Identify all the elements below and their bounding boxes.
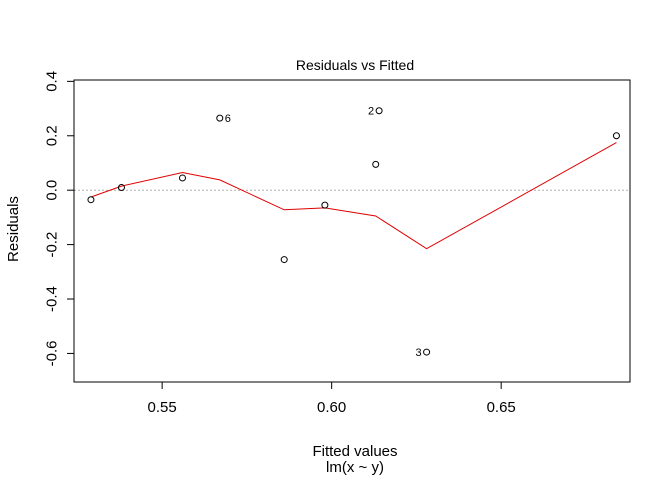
y-tick-label: -0.4: [44, 286, 61, 312]
x-tick-label: 0.65: [487, 399, 516, 416]
data-point: [375, 107, 383, 115]
x-tick-label: 0.55: [148, 399, 177, 416]
x-axis-subtitle: lm(x ~ y): [326, 459, 384, 476]
y-axis-title: Residuals: [5, 196, 22, 262]
data-point: [612, 132, 620, 140]
x-axis-title: Fitted values: [312, 443, 397, 460]
data-point: [117, 183, 125, 191]
smoother-line: [90, 142, 617, 250]
data-point: [87, 196, 95, 204]
data-point: [372, 160, 380, 168]
y-tick-label: 0.4: [44, 71, 61, 92]
data-point: [321, 201, 329, 209]
data-point: [216, 114, 224, 122]
y-tick-label: 0.0: [44, 180, 61, 201]
data-point: [178, 174, 186, 182]
point-label: 6: [225, 113, 231, 125]
y-tick-label: -0.2: [44, 232, 61, 258]
point-label: 2: [368, 106, 374, 118]
data-point: [280, 256, 288, 264]
y-tick-label: 0.2: [44, 125, 61, 146]
x-tick-label: 0.60: [317, 399, 346, 416]
plot-title: Residuals vs Fitted: [296, 57, 414, 73]
y-tick-label: -0.6: [44, 341, 61, 367]
plot-frame: [73, 79, 631, 383]
data-point: [423, 348, 431, 356]
point-label: 3: [415, 347, 421, 359]
